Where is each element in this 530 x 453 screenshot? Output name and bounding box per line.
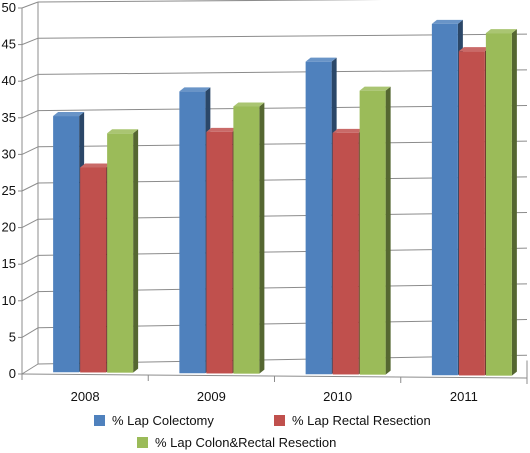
bar-front — [206, 131, 233, 374]
x-tick-label: 2010 — [323, 389, 352, 404]
bar-lap-colectomy-2010 — [305, 57, 337, 375]
y-tick-label: 30 — [2, 146, 16, 161]
gridline-side — [21, 182, 39, 192]
bar-lap-colon-rectal-resection-2011 — [485, 29, 517, 376]
bar-lap-colectomy-2008 — [53, 112, 85, 373]
y-tick-labels: 0 5 10 15 20 25 30 35 40 45 50 — [2, 0, 16, 381]
bar-top — [179, 87, 211, 92]
y-tick-label: 50 — [2, 0, 16, 15]
y-tick-label: 25 — [2, 183, 16, 198]
bar-front — [233, 106, 260, 374]
gridline-side — [21, 37, 39, 46]
bar-top — [359, 86, 391, 91]
gridline-side — [21, 218, 39, 229]
gridline-side — [21, 1, 39, 9]
bar-side — [511, 29, 517, 376]
bar-side — [259, 102, 265, 374]
x-tick-label: 2008 — [71, 389, 100, 404]
bar-top — [458, 47, 490, 52]
bar-side — [133, 129, 139, 373]
bar-front — [485, 33, 512, 376]
bar-top — [485, 29, 517, 34]
bar-side — [385, 86, 391, 375]
bar-top — [431, 19, 463, 24]
bar-top — [107, 129, 139, 134]
bar-lap-colon-rectal-resection-2008 — [107, 129, 139, 373]
gridline-side — [21, 291, 39, 302]
bar-top — [332, 128, 364, 133]
y-tick-label: 40 — [2, 73, 16, 88]
bar-front — [458, 51, 485, 376]
bar-top — [305, 57, 337, 62]
bar-lap-colon-rectal-resection-2009 — [233, 102, 265, 374]
bar-lap-rectal-resection-2008 — [80, 163, 112, 373]
bar-lap-rectal-resection-2011 — [458, 47, 490, 376]
bar-front — [359, 90, 386, 375]
bar-front — [179, 91, 206, 374]
y-tick-label: 20 — [2, 220, 16, 235]
bar-front — [80, 167, 107, 373]
gridline-side — [21, 146, 39, 155]
bar-front — [305, 61, 332, 375]
y-tick-label: 35 — [2, 110, 16, 125]
gridline-side — [21, 110, 39, 119]
gridline-side — [21, 73, 39, 82]
bar-lap-colon-rectal-resection-2010 — [359, 86, 391, 375]
gridline-side — [21, 254, 39, 265]
bar-front — [332, 132, 359, 375]
axes — [18, 2, 528, 384]
bar-lap-colectomy-2011 — [431, 19, 463, 376]
y-tick-label: 5 — [9, 329, 16, 344]
bar-top — [206, 127, 238, 132]
bar-top — [233, 102, 265, 107]
x-tick-labels: 2008 2009 2010 2011 — [71, 389, 478, 404]
bar-front — [53, 116, 80, 373]
x-tick-label: 2011 — [450, 389, 478, 404]
gridline — [37, 0, 386, 3]
bar-top — [53, 112, 85, 117]
bar-front — [107, 133, 134, 373]
bar-lap-colectomy-2009 — [179, 87, 211, 374]
y-tick-label: 45 — [2, 37, 16, 52]
bar-front — [431, 23, 458, 376]
bar-top — [80, 163, 112, 168]
y-tick-label: 10 — [2, 293, 16, 308]
x-tick-label: 2009 — [197, 389, 226, 404]
y-tick-label: 0 — [9, 366, 16, 381]
gridline-side — [21, 363, 39, 375]
bar-lap-rectal-resection-2010 — [332, 128, 364, 375]
gridline-side — [21, 327, 39, 338]
y-tick-label: 15 — [2, 256, 16, 271]
bar-lap-rectal-resection-2009 — [206, 127, 238, 374]
bars — [53, 19, 517, 376]
